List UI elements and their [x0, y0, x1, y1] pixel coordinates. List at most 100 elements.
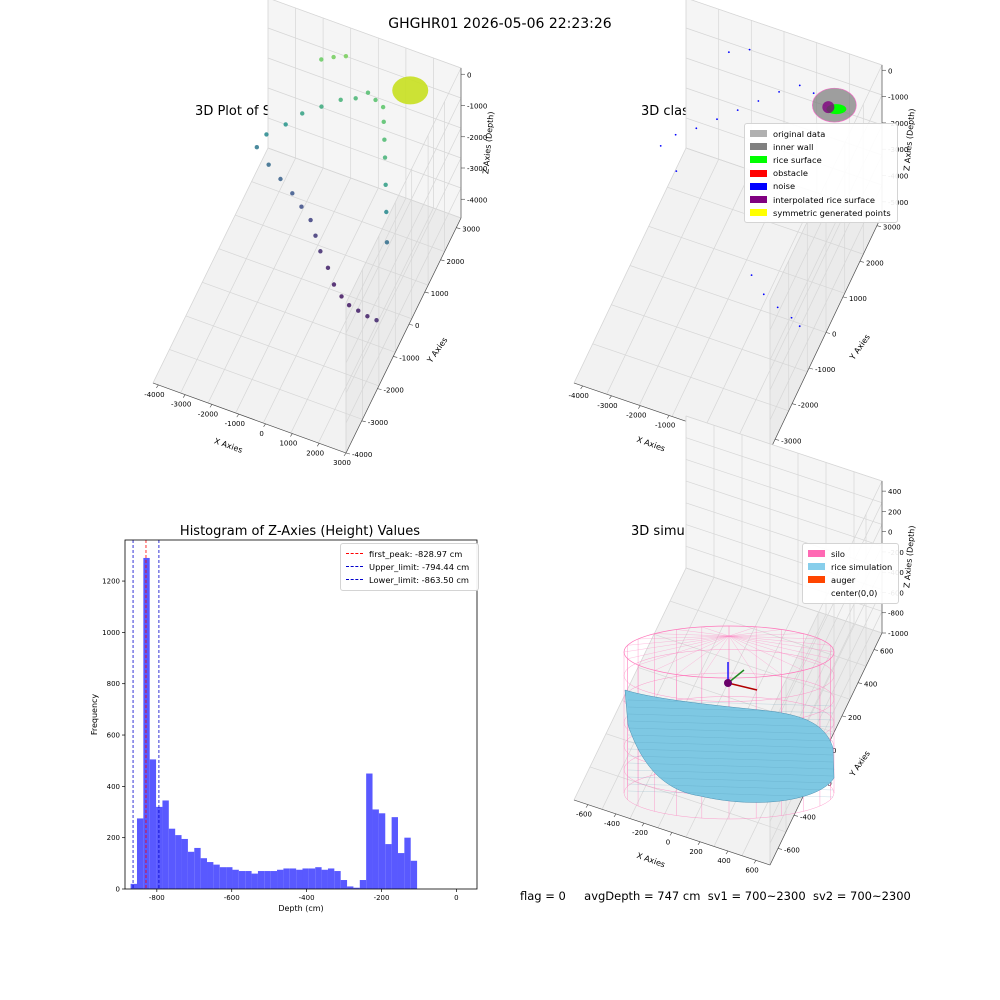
p2-x-tick-label: -1000: [655, 422, 675, 430]
p3-histogram-bar: [315, 867, 322, 889]
p4-z-tick-label: 0: [888, 529, 892, 537]
p1-data-point: [383, 182, 388, 187]
p4-silo-roof-strut: [638, 635, 730, 666]
legend-label: rice simulation: [831, 561, 893, 572]
p1-data-point: [339, 294, 344, 299]
p1-x-tick-label: -1000: [225, 420, 245, 428]
p2-z-tick-label: -5000: [888, 199, 908, 207]
p1-data-point: [319, 57, 324, 62]
p3-y-tick-label: 600: [107, 732, 120, 740]
p2-y-tick: [859, 260, 865, 263]
p4-silo-roof-strut: [627, 635, 730, 659]
p3-histogram-bar: [340, 880, 348, 889]
p4-silo-roof-strut: [638, 635, 730, 640]
p4-silo-roof-strut: [676, 635, 730, 675]
legend-entry: interpolated rice surface: [750, 193, 892, 206]
p1-x-tick: [263, 423, 266, 427]
p1-x-tick-label: -3000: [171, 401, 191, 409]
p1-x-tick-label: 2000: [306, 449, 324, 457]
panel3-histogram: -800 -600 -400 -200 0 0 200 400 600 800 1000 1200 De…: [90, 539, 478, 913]
p3-histogram-bar: [232, 869, 239, 889]
p1-data-point: [254, 145, 260, 150]
p3-histogram-bar: [283, 868, 290, 889]
legend-label: auger: [831, 574, 856, 585]
p3-histogram-bar: [136, 818, 144, 889]
p4-z-label: Z Axies (Depth): [902, 525, 916, 588]
p2-noise-point: [790, 316, 793, 319]
p2-y-tick: [808, 367, 814, 370]
p3-x-tick-label: 0: [454, 894, 458, 902]
p4-silo-roof-strut: [728, 629, 782, 637]
p3-histogram-bar: [187, 851, 195, 889]
p4-silo-roof-strut: [728, 635, 831, 659]
legend-entry: Upper_limit: -794.44 cm: [346, 560, 473, 573]
legend-entry: rice surface: [750, 153, 892, 166]
p2-noise-point: [798, 325, 801, 328]
p3-histogram-bar: [391, 817, 398, 889]
p1-data-point: [343, 53, 349, 59]
legend-entry: symmetric generated points: [750, 206, 892, 219]
p4-y-tick-label: 600: [880, 648, 893, 656]
p3-histogram-bar: [397, 853, 405, 889]
p4-rice-mesh-line: [627, 727, 834, 735]
p2-x-tick: [666, 415, 670, 419]
legend-entry: obstacle: [750, 167, 892, 180]
p1-data-point: [313, 233, 318, 238]
p3-x-tick-label: -800: [149, 894, 165, 902]
p4-x-tick: [725, 850, 729, 855]
legend-entry: auger: [808, 573, 893, 586]
p3-histogram-bar: [143, 557, 150, 889]
p3-histogram-bar: [347, 886, 354, 889]
figure-title: GHGHR01 2026-05-06 22:23:26: [388, 16, 612, 32]
p2-noise-point: [778, 90, 780, 93]
p1-x-tick: [343, 452, 347, 457]
p2-y-label: Y Axies: [847, 333, 872, 363]
p1-data-point: [283, 122, 288, 127]
p3-histogram-bar: [213, 864, 220, 889]
p3-histogram-bar: [270, 871, 278, 889]
p2-noise-point: [748, 48, 751, 51]
p3-histogram-bar: [175, 835, 182, 889]
p3-histogram-bar: [219, 867, 227, 889]
p4-silo-roof-strut: [728, 635, 820, 640]
p4-silo-roof-strut: [627, 635, 730, 646]
p3-y-tick-label: 1200: [102, 578, 120, 586]
legend-label: original data: [773, 128, 826, 139]
p1-data-point: [338, 97, 343, 102]
p3-histogram-bar: [385, 844, 392, 889]
p1-y-tick: [424, 291, 429, 294]
p4-x-tick-label: 600: [745, 866, 758, 874]
p1-y-tick: [393, 356, 398, 358]
p4-rice-mesh-line: [627, 741, 834, 749]
p3-histogram-bar: [200, 858, 208, 889]
p1-data-point: [278, 176, 283, 182]
p1-y-tick-label: -1000: [399, 354, 419, 362]
p2-z-tick-label: -2000: [888, 120, 908, 128]
legend-swatch: [750, 196, 767, 204]
legend-label: noise: [773, 181, 796, 192]
panel4-legend: silo rice simulation auger center(0,0): [802, 543, 899, 604]
p4-center-marker: [724, 679, 732, 687]
panel3-title: Histogram of Z-Axies (Height) Values: [179, 524, 421, 539]
status-flag: flag = 0: [520, 889, 566, 903]
p1-data-point: [353, 96, 358, 101]
p1-z-tick-label: -4000: [467, 196, 487, 204]
p1-y-tick: [377, 388, 382, 390]
p2-x-tick: [638, 405, 641, 409]
p2-z-tick-label: -1000: [888, 94, 908, 102]
p2-z-tick-label: 0: [888, 67, 892, 75]
p3-histogram-bar: [410, 860, 418, 889]
legend-label: Upper_limit: -794.44 cm: [369, 561, 470, 572]
p4-silo-roof-strut: [701, 635, 730, 678]
p1-data-point: [365, 90, 371, 95]
p2-x-tick-label: -3000: [597, 402, 617, 410]
p2-z-tick-label: -4000: [888, 173, 908, 181]
p1-x-tick: [316, 443, 320, 447]
legend-swatch: [750, 182, 767, 190]
p1-y-tick: [456, 227, 461, 229]
p1-data-point: [365, 314, 370, 319]
p3-x-tick-label: -600: [224, 894, 240, 902]
p4-x-tick: [641, 823, 645, 827]
p3-histogram-bar: [194, 847, 201, 889]
